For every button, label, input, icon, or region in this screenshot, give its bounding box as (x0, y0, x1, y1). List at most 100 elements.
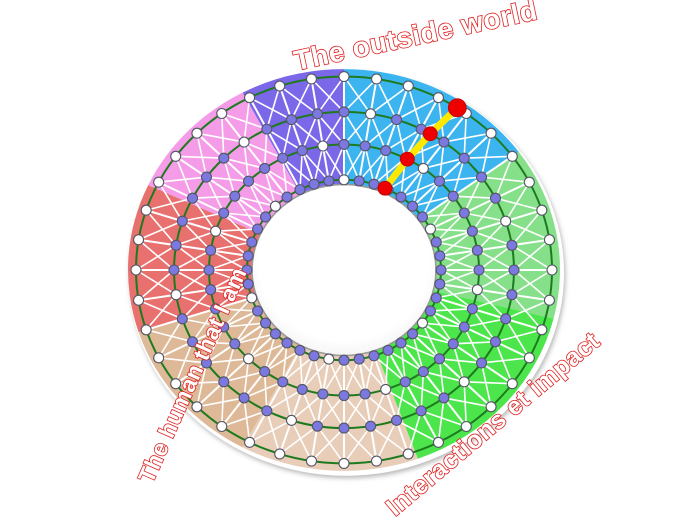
graph-node[interactable] (140, 204, 152, 216)
graph-node[interactable] (365, 420, 377, 432)
graph-node[interactable] (489, 336, 502, 348)
graph-node[interactable] (210, 225, 222, 237)
graph-node[interactable] (244, 436, 256, 448)
graph-node[interactable] (305, 73, 318, 85)
graph-node[interactable] (246, 236, 258, 248)
highlight-nodes[interactable] (377, 98, 467, 196)
graph-node[interactable] (200, 171, 213, 183)
graph-node[interactable] (417, 366, 429, 378)
graph-node[interactable] (543, 234, 555, 246)
graph-node[interactable] (186, 192, 199, 204)
graph-node[interactable] (415, 405, 427, 417)
graph-node[interactable] (424, 305, 436, 317)
graph-node[interactable] (200, 357, 213, 369)
graph-node[interactable] (353, 353, 365, 365)
graph-node[interactable] (308, 178, 320, 190)
graph-node[interactable] (506, 150, 518, 162)
graph-node[interactable] (294, 184, 306, 196)
graph-node[interactable] (281, 337, 293, 349)
graph-node[interactable] (506, 289, 518, 301)
graph-node[interactable] (218, 152, 230, 164)
graph-node[interactable] (338, 422, 350, 434)
graph-node[interactable] (434, 250, 446, 262)
graph-node[interactable] (216, 420, 228, 433)
graph-node[interactable] (338, 354, 350, 366)
graph-node[interactable] (296, 383, 308, 395)
graph-node[interactable] (186, 336, 199, 348)
highlight-node[interactable] (447, 98, 467, 118)
graph-node[interactable] (407, 200, 419, 212)
graph-node[interactable] (447, 190, 459, 202)
graph-node[interactable] (435, 264, 447, 276)
graph-node[interactable] (338, 71, 350, 83)
graph-node[interactable] (338, 106, 350, 118)
graph-node[interactable] (395, 191, 407, 203)
graph-node[interactable] (471, 284, 483, 296)
graph-node[interactable] (338, 138, 350, 150)
graph-node[interactable] (370, 455, 383, 467)
graph-node[interactable] (296, 145, 308, 157)
graph-node[interactable] (438, 392, 450, 404)
graph-node[interactable] (416, 317, 429, 329)
graph-node[interactable] (395, 337, 407, 349)
graph-node[interactable] (368, 350, 380, 362)
graph-node[interactable] (170, 150, 182, 162)
graph-node[interactable] (242, 250, 254, 262)
graph-node[interactable] (238, 392, 250, 404)
graph-node[interactable] (402, 448, 414, 460)
graph-node[interactable] (434, 278, 446, 290)
graph-node[interactable] (285, 114, 298, 126)
graph-node[interactable] (285, 414, 298, 426)
graph-node[interactable] (323, 175, 335, 187)
graph-node[interactable] (353, 175, 365, 187)
graph-nodes[interactable] (130, 71, 558, 469)
graph-node[interactable] (277, 152, 289, 164)
graph-node[interactable] (380, 145, 392, 157)
graph-node[interactable] (176, 313, 188, 325)
graph-node[interactable] (417, 162, 429, 174)
graph-node[interactable] (218, 321, 230, 333)
graph-node[interactable] (433, 353, 446, 365)
graph-node[interactable] (489, 192, 502, 204)
graph-node[interactable] (274, 80, 286, 92)
graph-node[interactable] (416, 211, 429, 223)
graph-node[interactable] (523, 176, 535, 188)
graph-node[interactable] (203, 264, 215, 276)
graph-node[interactable] (458, 207, 470, 219)
graph-node[interactable] (170, 239, 182, 251)
graph-node[interactable] (433, 175, 446, 187)
graph-node[interactable] (216, 107, 228, 120)
graph-node[interactable] (311, 420, 323, 432)
graph-node[interactable] (153, 352, 165, 364)
graph-node[interactable] (229, 338, 241, 350)
graph-node[interactable] (447, 338, 459, 350)
graph-node[interactable] (274, 448, 286, 460)
graph-node[interactable] (246, 292, 258, 304)
graph-node[interactable] (259, 162, 271, 174)
graph-node[interactable] (218, 376, 230, 388)
graph-node[interactable] (485, 401, 497, 413)
graph-node[interactable] (176, 215, 188, 227)
graph-node[interactable] (460, 420, 472, 433)
graph-node[interactable] (338, 389, 350, 402)
graph-node[interactable] (242, 175, 255, 187)
graph-node[interactable] (536, 324, 548, 336)
graph-node[interactable] (252, 223, 264, 235)
graph-node[interactable] (390, 414, 403, 426)
graph-node[interactable] (475, 357, 488, 369)
graph-node[interactable] (317, 140, 329, 152)
graph-node[interactable] (133, 294, 145, 306)
graph-node[interactable] (218, 207, 230, 219)
graph-node[interactable] (261, 123, 273, 135)
graph-node[interactable] (210, 303, 222, 315)
graph-node[interactable] (277, 376, 289, 388)
graph-node[interactable] (402, 80, 414, 92)
graph-node[interactable] (205, 284, 217, 296)
graph-node[interactable] (191, 401, 203, 413)
graph-node[interactable] (473, 264, 485, 276)
graph-node[interactable] (432, 92, 444, 104)
graph-node[interactable] (205, 244, 217, 256)
graph-node[interactable] (424, 223, 436, 235)
highlight-node[interactable] (377, 180, 393, 196)
graph-node[interactable] (281, 191, 293, 203)
